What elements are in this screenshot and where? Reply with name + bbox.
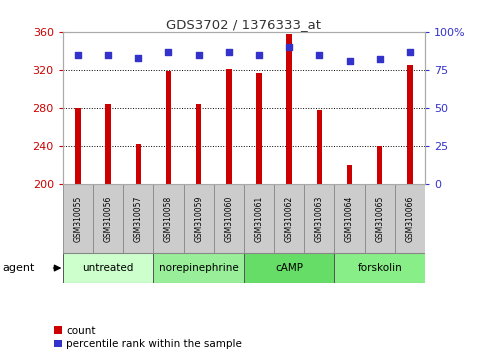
Point — [195, 52, 202, 57]
Bar — [166, 71, 171, 183]
Bar — [274, 183, 304, 253]
Text: GSM310057: GSM310057 — [134, 196, 143, 242]
Point — [165, 49, 172, 55]
Text: GSM310063: GSM310063 — [315, 196, 324, 242]
Point — [134, 55, 142, 61]
Text: GSM310059: GSM310059 — [194, 196, 203, 242]
Text: GSM310065: GSM310065 — [375, 196, 384, 242]
Bar — [244, 253, 334, 283]
Text: GSM310064: GSM310064 — [345, 196, 354, 242]
Bar — [304, 183, 334, 253]
Bar — [154, 253, 244, 283]
Point — [255, 52, 263, 57]
Bar — [256, 73, 262, 183]
Bar — [334, 253, 425, 283]
Point — [225, 49, 233, 55]
Bar — [196, 104, 201, 183]
Bar — [334, 183, 365, 253]
Point — [104, 52, 112, 57]
Bar — [184, 183, 213, 253]
Point — [315, 52, 323, 57]
Text: agent: agent — [2, 263, 35, 273]
Text: GSM310058: GSM310058 — [164, 196, 173, 242]
Text: GSM310055: GSM310055 — [73, 196, 83, 242]
Point — [285, 44, 293, 50]
Bar — [286, 34, 292, 183]
Point — [346, 58, 354, 63]
Bar — [105, 104, 111, 183]
Bar — [226, 69, 231, 183]
Bar — [244, 183, 274, 253]
Text: GSM310062: GSM310062 — [284, 196, 294, 242]
Text: GSM310061: GSM310061 — [255, 196, 264, 242]
Bar — [407, 65, 412, 183]
Bar — [123, 183, 154, 253]
Bar — [136, 144, 141, 183]
Bar — [317, 110, 322, 183]
Text: GSM310056: GSM310056 — [103, 196, 113, 242]
Legend: count, percentile rank within the sample: count, percentile rank within the sample — [54, 326, 242, 349]
Title: GDS3702 / 1376333_at: GDS3702 / 1376333_at — [167, 18, 321, 31]
Point — [406, 49, 414, 55]
Text: untreated: untreated — [83, 263, 134, 273]
Text: GSM310060: GSM310060 — [224, 196, 233, 242]
Bar — [395, 183, 425, 253]
Text: forskolin: forskolin — [357, 263, 402, 273]
Bar — [347, 165, 352, 183]
Bar — [154, 183, 184, 253]
Point — [74, 52, 82, 57]
Text: GSM310066: GSM310066 — [405, 196, 414, 242]
Bar — [377, 145, 383, 183]
Bar — [93, 183, 123, 253]
Text: norepinephrine: norepinephrine — [159, 263, 239, 273]
Text: cAMP: cAMP — [275, 263, 303, 273]
Bar — [63, 183, 93, 253]
Bar — [365, 183, 395, 253]
Bar — [213, 183, 244, 253]
Bar — [75, 108, 81, 183]
Bar — [63, 253, 154, 283]
Point — [376, 56, 384, 62]
